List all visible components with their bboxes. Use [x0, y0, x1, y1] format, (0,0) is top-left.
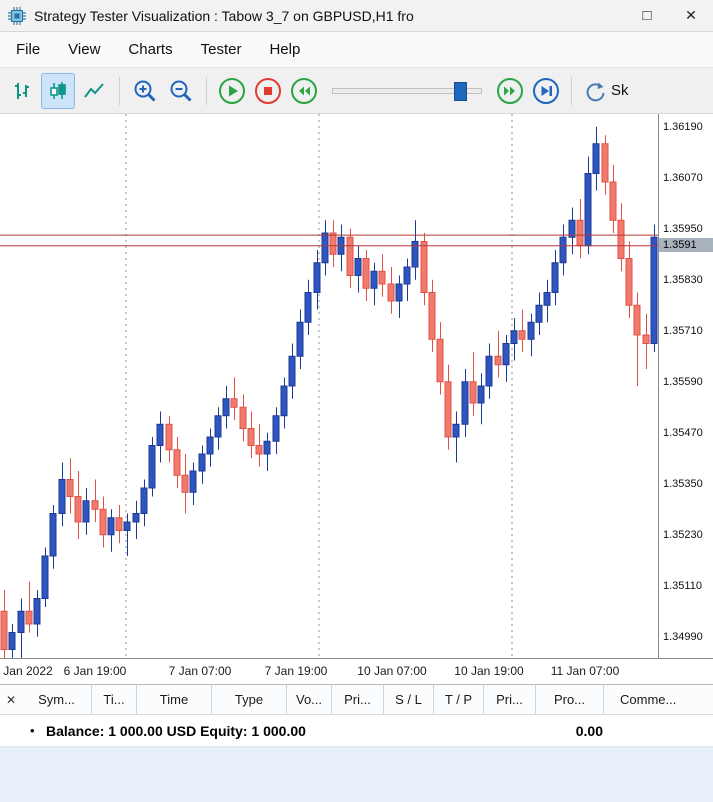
candles-canvas — [0, 114, 658, 658]
zoom-in-icon — [132, 78, 158, 104]
row-bullet-icon: • — [30, 723, 35, 738]
column-header[interactable]: Time — [137, 685, 212, 714]
price-tick: 1.35350 — [663, 477, 703, 490]
stop-icon — [254, 77, 282, 105]
time-axis-label: 10 Jan 19:00 — [454, 664, 524, 678]
candlestick-chart[interactable] — [0, 114, 658, 658]
chart-area: 1.3591 1.36190 1.36070 1.35950 1.35830 1.357… — [0, 114, 713, 658]
balance-row[interactable]: • Balance: 1 000.00 USD Equity: 1 000.00… — [0, 715, 713, 747]
price-tick: 1.35830 — [663, 273, 703, 286]
price-tick: 1.35590 — [663, 375, 703, 388]
fast-forward-button[interactable] — [493, 73, 527, 109]
toolbar-separator — [206, 76, 207, 105]
candlestick-chart-button[interactable] — [41, 72, 75, 109]
speed-slider-handle[interactable] — [454, 81, 467, 101]
bar-chart-button[interactable] — [5, 73, 39, 109]
toolbar-separator — [119, 76, 120, 105]
column-header[interactable]: Vo... — [287, 685, 332, 714]
time-axis-label: 11 Jan 07:00 — [550, 664, 620, 678]
fast-forward-icon — [496, 77, 524, 105]
price-tick: 1.35710 — [663, 324, 703, 337]
skip-to-button[interactable]: Sk — [580, 73, 632, 109]
zoom-in-button[interactable] — [128, 73, 162, 109]
panel-empty-area — [0, 747, 713, 802]
time-axis-label: 10 Jan 07:00 — [357, 664, 427, 678]
line-chart-icon — [82, 79, 106, 103]
speed-slider[interactable] — [332, 81, 482, 101]
rewind-button[interactable] — [287, 73, 321, 109]
column-header[interactable]: Comme... — [620, 692, 677, 707]
play-button[interactable] — [215, 73, 249, 109]
column-header[interactable]: T / P — [434, 685, 484, 714]
column-header[interactable]: Pri... — [484, 685, 536, 714]
price-axis[interactable]: 1.3591 1.36190 1.36070 1.35950 1.35830 1.357… — [658, 114, 713, 658]
window-title: Strategy Tester Visualization : Tabow 3_… — [34, 7, 414, 24]
play-icon — [218, 77, 246, 105]
price-tick: 1.35110 — [663, 579, 702, 592]
time-axis-label: 7 Jan 19:00 — [264, 664, 328, 678]
toolbar-separator — [571, 76, 572, 105]
line-chart-button[interactable] — [77, 73, 111, 109]
menu-tester[interactable]: Tester — [200, 41, 242, 58]
close-button[interactable]: ✕ — [685, 7, 697, 23]
title-bar[interactable]: Strategy Tester Visualization : Tabow 3_… — [0, 0, 713, 32]
time-axis-label: 7 Jan 07:00 — [168, 664, 232, 678]
skip-to-end-icon — [532, 77, 560, 105]
candlestick-chart-icon — [46, 79, 70, 103]
balance-text: Balance: 1 000.00 USD Equity: 1 000.00 — [46, 723, 306, 739]
column-header[interactable]: S / L — [384, 685, 434, 714]
price-tick: 1.34990 — [663, 630, 703, 643]
column-header[interactable]: Pro... — [536, 685, 604, 714]
price-tick: 1.35470 — [663, 426, 703, 439]
price-tick: 1.35950 — [663, 222, 703, 235]
time-axis-label: Jan 2022 — [3, 664, 53, 678]
menu-file[interactable]: File — [16, 41, 41, 58]
zoom-out-button[interactable] — [164, 73, 198, 109]
panel-close-icon[interactable]: ✕ — [5, 692, 17, 707]
zoom-out-icon — [168, 78, 194, 104]
skip-to-end-button[interactable] — [529, 73, 563, 109]
menu-view[interactable]: View — [68, 41, 101, 58]
current-price-badge: 1.3591 — [659, 237, 713, 252]
menu-bar: File View Charts Tester Help — [0, 32, 713, 68]
profit-value: 0.00 — [575, 723, 603, 739]
maximize-button[interactable]: □ — [642, 7, 652, 24]
price-tick: 1.36190 — [663, 120, 703, 133]
column-header[interactable]: Pri... — [332, 685, 384, 714]
price-tick: 1.35230 — [663, 528, 703, 541]
time-axis-label: 6 Jan 19:00 — [63, 664, 127, 678]
column-header[interactable]: Ti... — [92, 685, 137, 714]
bar-chart-icon — [10, 79, 34, 103]
column-header[interactable]: Type — [212, 685, 287, 714]
rewind-icon — [290, 77, 318, 105]
app-icon — [8, 6, 26, 25]
price-tick: 1.36070 — [663, 171, 703, 184]
skip-to-icon — [583, 79, 607, 103]
menu-charts[interactable]: Charts — [128, 41, 173, 58]
column-header[interactable]: Sym... — [22, 685, 92, 714]
skip-to-label: Sk — [611, 82, 629, 99]
toolbar: Sk — [0, 68, 713, 114]
stop-button[interactable] — [251, 73, 285, 109]
menu-help[interactable]: Help — [269, 41, 301, 58]
time-axis[interactable]: Jan 2022 6 Jan 19:00 7 Jan 07:00 7 Jan 19:0… — [0, 658, 713, 684]
